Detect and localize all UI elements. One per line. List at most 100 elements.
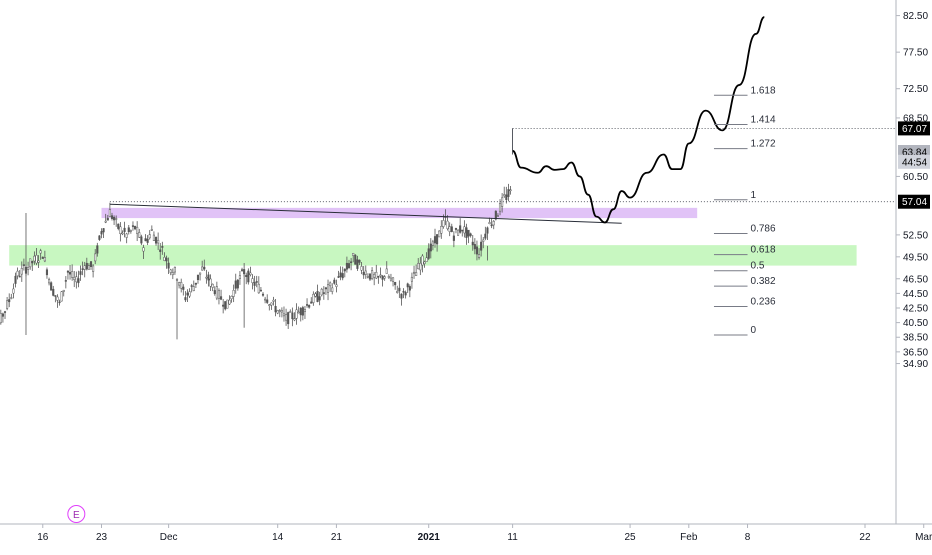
candle-body [73, 277, 76, 280]
candle-body [389, 277, 393, 281]
resistance-zone [101, 207, 698, 219]
candle-body [169, 269, 172, 273]
candle-body [452, 235, 455, 241]
support-zone [9, 245, 857, 266]
x-tick-label: 22 [859, 532, 871, 543]
candle-body [54, 295, 57, 297]
candle-body [360, 266, 363, 271]
candle-body [469, 233, 472, 236]
candle-body [33, 255, 36, 262]
candle-body [207, 274, 210, 281]
candle-body [392, 277, 395, 282]
candle-body [404, 292, 407, 296]
candle-body [18, 275, 21, 278]
candle-body [364, 270, 367, 275]
candle-body [368, 273, 372, 280]
candle-body [306, 304, 309, 306]
candle-body [253, 282, 256, 286]
candle-body [402, 290, 405, 293]
candle-body [144, 238, 147, 242]
candle-body [450, 226, 453, 232]
candle-body [110, 215, 114, 219]
candle-body [496, 215, 499, 217]
candle-body [337, 276, 340, 278]
candle-body [438, 230, 441, 238]
candle-body [339, 272, 342, 278]
candle-body [295, 309, 298, 319]
candle-body [22, 264, 25, 266]
candle-body [16, 270, 19, 277]
candle-body [106, 217, 109, 221]
candle-body [314, 293, 317, 297]
candle-body [60, 291, 63, 302]
candle-body [203, 266, 206, 270]
candle-body [125, 233, 128, 238]
candle-body [425, 257, 428, 262]
candle-body [410, 276, 413, 282]
candle-body [180, 282, 183, 289]
candle-body [457, 229, 460, 236]
candle-body [480, 241, 483, 251]
x-tick-label: 21 [331, 532, 343, 543]
candle-body [350, 261, 353, 263]
candle-body [87, 265, 90, 270]
candle-body [175, 279, 179, 281]
candle-body [217, 290, 221, 299]
candle-body [429, 243, 432, 252]
candle-body [238, 275, 241, 279]
candle-body [6, 300, 9, 309]
x-tick-label: 8 [745, 532, 751, 543]
candle-body [259, 289, 262, 292]
candle-body [92, 265, 95, 272]
candle-body [356, 259, 359, 269]
fib-level-label: 0.236 [751, 297, 776, 308]
candle-body [173, 266, 176, 273]
x-tick-label: 2021 [418, 532, 441, 543]
candle-body [251, 278, 254, 284]
candle-body [461, 229, 464, 232]
candle-body [159, 249, 162, 252]
y-tick-label: 38.50 [903, 333, 928, 344]
candle-body [419, 262, 422, 271]
candle-body [108, 209, 111, 217]
candle-body [427, 248, 430, 259]
candle-body [220, 296, 223, 300]
candles-group [0, 183, 512, 340]
candle-body [331, 287, 334, 292]
candle-body [396, 291, 399, 293]
candle-body [343, 268, 346, 272]
candle-body [322, 292, 325, 294]
candle-body [121, 232, 124, 235]
candle-body [362, 271, 365, 276]
candle-body [406, 283, 409, 288]
candle-body [68, 272, 72, 275]
candle-body [113, 216, 116, 221]
fib-level-label: 1.272 [751, 139, 776, 150]
fib-level-label: 0.382 [751, 276, 776, 287]
candle-body [43, 257, 46, 262]
candle-body [463, 226, 466, 234]
candle-body [490, 224, 493, 227]
candle-body [192, 286, 195, 291]
price-label-text: 44:54 [902, 157, 927, 168]
y-tick-label: 68.50 [903, 113, 928, 124]
candle-body [494, 210, 497, 220]
candle-body [278, 310, 281, 312]
candle-body [12, 288, 15, 294]
candle-body [400, 293, 403, 299]
candle-body [335, 284, 338, 287]
y-tick-label: 82.50 [903, 11, 928, 22]
candle-body [440, 226, 443, 234]
candle-body [398, 287, 401, 292]
candle-body [199, 272, 202, 275]
candle-body [39, 250, 42, 254]
candle-body [492, 220, 495, 226]
candle-body [62, 289, 65, 292]
candle-body [465, 227, 468, 238]
candle-body [412, 271, 416, 274]
candle-body [211, 283, 214, 288]
candle-body [333, 279, 336, 284]
candle-body [66, 270, 69, 273]
